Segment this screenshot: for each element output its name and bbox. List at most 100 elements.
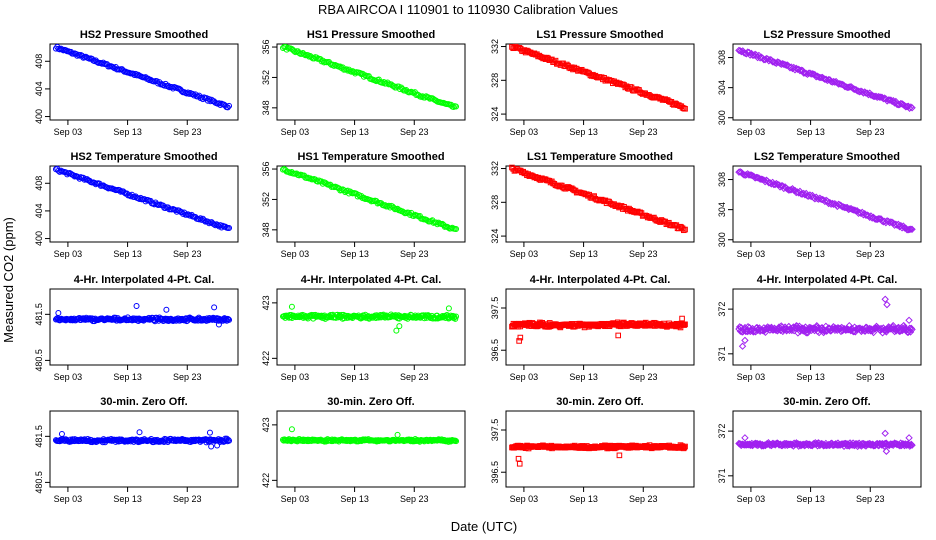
- data-point: [681, 227, 687, 234]
- data-point: [800, 69, 808, 77]
- data-point: [908, 104, 916, 112]
- y-tick-label: 304: [717, 202, 727, 217]
- y-tick-label: 422: [261, 473, 271, 488]
- data-point: [875, 93, 884, 101]
- x-tick-label: Sep 13: [569, 372, 598, 382]
- data-point: [396, 323, 403, 330]
- data-point: [735, 168, 743, 176]
- data-point: [841, 203, 849, 212]
- plot-frame: [505, 410, 695, 488]
- data-point: [856, 324, 864, 332]
- plot-frame: [732, 410, 922, 488]
- y-tick-label: 480.5: [34, 471, 44, 494]
- y-tick-label: 324: [490, 229, 500, 244]
- data-point: [226, 316, 233, 323]
- data-point: [682, 321, 688, 328]
- x-tick-label: Sep 23: [629, 494, 658, 504]
- y-tick-label: 404: [34, 81, 44, 96]
- x-tick-label: Sep 13: [113, 249, 142, 259]
- chart-panel-8: LS2 Temperature Smoothed Sep 03 Sep 13 Sep …: [717, 151, 922, 259]
- figure-title: RBA AIRCOA I 110901 to 110930 Calibratio…: [318, 2, 618, 17]
- x-tick-label: Sep 03: [54, 372, 83, 382]
- data-point: [844, 325, 853, 334]
- data-point: [908, 225, 916, 234]
- data-point: [226, 225, 233, 232]
- x-tick-label: Sep 03: [281, 372, 310, 382]
- data-point: [224, 104, 231, 111]
- chart-panel-11: 4-Hr. Interpolated 4-Pt. Cal. Sep 03 Sep 1…: [490, 274, 695, 382]
- y-tick-label: 372: [717, 424, 727, 439]
- y-tick-label: 304: [717, 80, 727, 95]
- plot-frame: [49, 43, 239, 121]
- data-point: [681, 322, 688, 328]
- data-point: [215, 321, 222, 328]
- data-point: [681, 444, 688, 451]
- data-point: [905, 434, 913, 442]
- data-point: [172, 207, 179, 214]
- x-tick-label: Sep 13: [569, 127, 598, 137]
- x-tick-label: Sep 23: [856, 372, 885, 382]
- data-point: [796, 66, 804, 75]
- chart-panel-3: LS1 Pressure Smoothed Sep 03 Sep 13 Sep 23 3…: [490, 29, 695, 137]
- x-tick-label: Sep 13: [113, 494, 142, 504]
- data-points: [279, 303, 460, 334]
- y-tick-label: 371: [717, 468, 727, 483]
- chart-panel-7: LS1 Temperature Smoothed Sep 03 Sep 13 Sep …: [490, 151, 695, 259]
- data-point: [736, 323, 744, 331]
- plot-frame: [732, 288, 922, 366]
- y-tick-label: 352: [261, 70, 271, 85]
- y-tick-label: 352: [261, 192, 271, 207]
- x-tick-label: Sep 23: [629, 127, 658, 137]
- data-points: [509, 315, 688, 344]
- data-point: [817, 195, 825, 204]
- y-tick-label: 371: [717, 346, 727, 361]
- x-tick-label: Sep 13: [796, 494, 825, 504]
- data-point: [908, 325, 916, 334]
- plot-frame: [276, 410, 466, 488]
- x-tick-label: Sep 03: [54, 249, 83, 259]
- x-tick-label: Sep 03: [54, 494, 83, 504]
- data-point: [836, 79, 844, 88]
- y-tick-label: 308: [717, 50, 727, 65]
- chart-panel-12: 4-Hr. Interpolated 4-Pt. Cal. Sep 03 Sep 1…: [717, 274, 922, 382]
- panel-title: LS2 Pressure Smoothed: [763, 29, 890, 41]
- panel-title: LS1 Temperature Smoothed: [527, 151, 673, 163]
- x-tick-label: Sep 23: [173, 494, 202, 504]
- data-point: [136, 429, 143, 436]
- data-point: [908, 441, 916, 449]
- data-point: [211, 304, 218, 311]
- y-tick-label: 404: [34, 203, 44, 218]
- chart-panel-10: 4-Hr. Interpolated 4-Pt. Cal. Sep 03 Sep 1…: [261, 274, 466, 382]
- data-point: [828, 78, 837, 86]
- data-point: [515, 455, 522, 462]
- panel-title: HS1 Temperature Smoothed: [297, 151, 444, 163]
- panel-title: 30-min. Zero Off.: [783, 396, 870, 408]
- data-point: [746, 171, 754, 179]
- data-point: [833, 202, 842, 211]
- data-point: [756, 175, 764, 183]
- panel-title: 4-Hr. Interpolated 4-Pt. Cal.: [530, 274, 671, 286]
- plot-frame: [732, 43, 922, 121]
- data-point: [741, 336, 749, 345]
- data-point: [453, 225, 460, 232]
- chart-panel-13: 30-min. Zero Off. Sep 03 Sep 13 Sep 23 480.5…: [34, 396, 239, 504]
- plot-frame: [49, 410, 239, 488]
- y-tick-label: 480.5: [34, 349, 44, 372]
- data-points: [279, 426, 460, 445]
- y-tick-label: 400: [34, 109, 44, 124]
- x-tick-label: Sep 03: [737, 127, 766, 137]
- x-tick-label: Sep 13: [340, 249, 369, 259]
- data-point: [314, 178, 321, 185]
- data-point: [163, 306, 170, 313]
- chart-panel-4: LS2 Pressure Smoothed Sep 03 Sep 13 Sep 23 3…: [717, 29, 922, 137]
- panel-title: 4-Hr. Interpolated 4-Pt. Cal.: [74, 274, 215, 286]
- y-tick-label: 408: [34, 54, 44, 69]
- data-point: [453, 103, 460, 110]
- y-tick-label: 481.5: [34, 425, 44, 448]
- data-point: [516, 460, 523, 467]
- x-tick-label: Sep 13: [569, 494, 598, 504]
- x-tick-label: Sep 13: [340, 372, 369, 382]
- data-point: [679, 315, 685, 322]
